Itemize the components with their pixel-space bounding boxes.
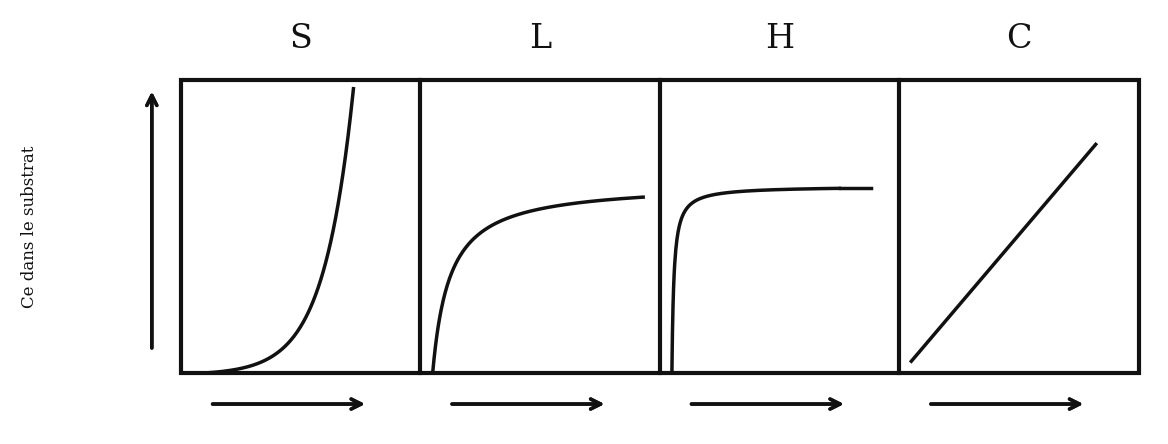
Text: L: L	[529, 24, 551, 56]
Text: S: S	[290, 24, 312, 56]
Text: C: C	[1007, 24, 1031, 56]
Text: H: H	[765, 24, 794, 56]
Text: Ce dans le substrat: Ce dans le substrat	[21, 145, 37, 308]
